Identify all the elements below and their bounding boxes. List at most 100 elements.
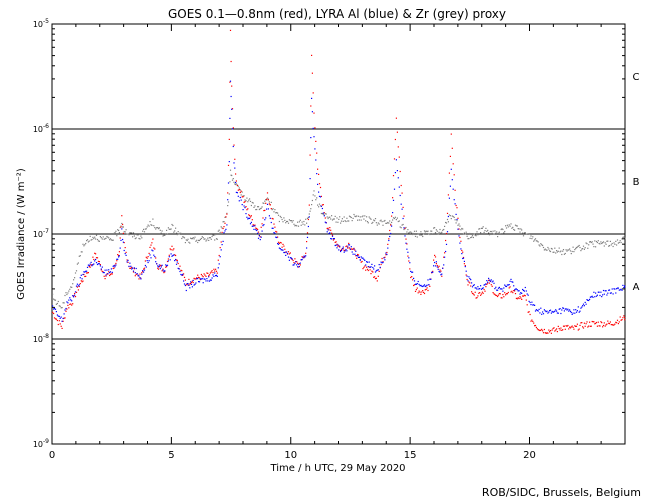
data-point: [109, 272, 111, 274]
data-point: [480, 232, 482, 234]
data-point: [327, 227, 329, 229]
data-point: [125, 229, 127, 231]
data-point: [505, 293, 508, 295]
data-point: [488, 234, 491, 236]
data-point: [486, 230, 488, 232]
data-point: [239, 189, 241, 191]
data-point: [347, 220, 349, 222]
data-point: [71, 304, 73, 306]
data-point: [484, 230, 486, 232]
data-point: [575, 309, 577, 311]
data-point: [437, 268, 439, 270]
data-point: [496, 295, 498, 297]
data-point: [239, 196, 241, 199]
data-point: [358, 256, 360, 258]
data-point: [374, 271, 377, 273]
data-point: [548, 311, 550, 313]
data-point: [360, 219, 362, 221]
data-point: [105, 274, 107, 276]
data-point: [563, 253, 565, 255]
data-point: [95, 257, 98, 259]
data-point: [132, 232, 135, 234]
data-point: [504, 230, 506, 233]
data-point: [397, 177, 399, 179]
data-point: [357, 256, 360, 258]
data-point: [414, 235, 417, 237]
data-point: [505, 294, 507, 296]
data-point: [340, 249, 343, 251]
data-point: [488, 232, 490, 234]
data-point: [85, 270, 87, 272]
data-point: [142, 230, 144, 232]
data-point: [413, 230, 416, 232]
data-point: [296, 225, 298, 227]
data-point: [548, 329, 550, 331]
data-point: [469, 282, 471, 284]
data-point: [176, 234, 178, 236]
y-axis: 10-510-610-710-810-9: [33, 18, 625, 449]
data-point: [93, 263, 95, 265]
data-point: [62, 320, 64, 322]
data-point: [460, 240, 462, 242]
data-point: [136, 273, 138, 275]
data-point: [134, 238, 136, 240]
data-point: [440, 274, 442, 276]
data-point: [210, 238, 212, 240]
data-point: [413, 277, 415, 279]
data-point: [435, 261, 437, 263]
data-point: [65, 310, 67, 312]
data-point: [110, 268, 112, 270]
data-point: [140, 278, 142, 280]
data-point: [199, 279, 201, 281]
data-point: [302, 257, 304, 259]
data-point: [204, 274, 206, 276]
data-point: [288, 253, 290, 255]
data-point: [156, 263, 158, 265]
data-point: [297, 262, 299, 264]
data-point: [118, 256, 120, 258]
data-point: [151, 242, 153, 244]
data-point: [502, 228, 504, 231]
data-point: [394, 138, 396, 141]
data-point: [54, 299, 57, 301]
data-point: [366, 261, 369, 263]
data-point: [619, 316, 621, 318]
data-point: [298, 221, 300, 223]
data-point: [223, 232, 225, 234]
data-point: [210, 279, 212, 281]
data-point: [581, 322, 583, 324]
data-point: [468, 276, 470, 278]
data-point: [579, 310, 581, 312]
data-point: [332, 218, 334, 220]
data-point: [152, 238, 154, 240]
data-point: [257, 206, 260, 208]
data-point: [209, 237, 211, 239]
data-point: [578, 311, 580, 313]
data-point: [170, 253, 172, 255]
data-point: [585, 303, 587, 305]
data-point: [613, 324, 615, 326]
data-point: [495, 294, 497, 296]
data-point: [225, 216, 227, 218]
data-point: [543, 328, 545, 331]
data-point: [604, 242, 606, 244]
data-point: [233, 144, 235, 146]
data-point: [311, 199, 313, 202]
data-point: [326, 231, 328, 233]
data-point: [606, 294, 608, 296]
data-point: [324, 217, 326, 219]
data-point: [213, 234, 215, 236]
data-point: [152, 218, 154, 220]
data-point: [413, 232, 415, 235]
data-point: [485, 227, 487, 229]
data-point: [406, 243, 408, 245]
data-point: [409, 231, 411, 233]
data-point: [466, 275, 468, 277]
data-point: [135, 267, 137, 270]
data-point: [486, 283, 488, 285]
data-point: [88, 264, 90, 267]
data-point: [184, 279, 186, 281]
data-point: [56, 319, 58, 322]
data-point: [399, 194, 401, 197]
data-point: [434, 256, 437, 258]
